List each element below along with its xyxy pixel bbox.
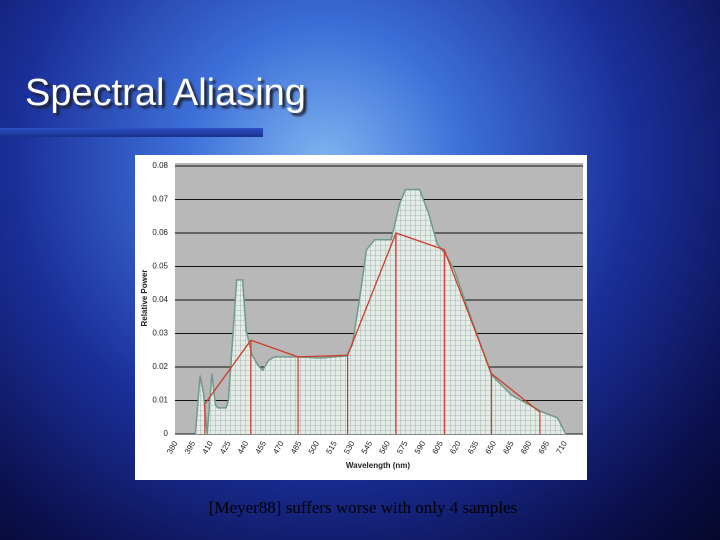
- y-tick-label: 0.02: [152, 362, 168, 371]
- y-tick-label: 0.05: [152, 262, 168, 271]
- y-tick-label: 0.03: [152, 329, 168, 338]
- y-tick-label: 0.07: [152, 195, 168, 204]
- title-underline: [0, 128, 263, 137]
- slide-title: Spectral Aliasing: [25, 72, 306, 114]
- y-axis-label: Relative Power: [140, 270, 149, 327]
- spectrum-line: [194, 188, 567, 435]
- y-tick-label: 0.01: [152, 396, 168, 405]
- y-tick-label: 0.04: [152, 295, 168, 304]
- caption: [Meyer88] suffers worse with only 4 samp…: [208, 498, 518, 517]
- y-tick-label: 0: [164, 429, 169, 438]
- spectrum-area: [195, 189, 566, 434]
- y-tick-label: 0.08: [152, 161, 168, 170]
- y-tick-label: 0.06: [152, 228, 168, 237]
- x-axis-label: Wavelength (nm): [346, 461, 410, 470]
- reconstruction-line: [204, 232, 541, 413]
